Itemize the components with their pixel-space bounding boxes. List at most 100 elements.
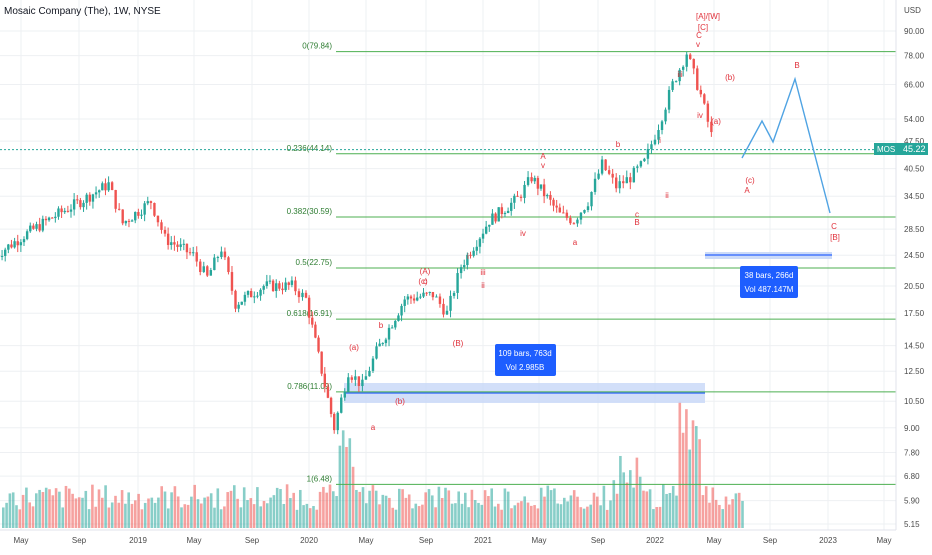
volume-bar (418, 506, 421, 528)
volume-bar (296, 510, 299, 528)
volume-bar (372, 485, 375, 528)
candle-body (668, 90, 670, 110)
candle-body (494, 214, 496, 222)
candle-body (111, 182, 113, 190)
volume-bar (494, 507, 497, 528)
volume-bar (25, 488, 28, 528)
price-tag: MOS 45.22 (874, 143, 928, 155)
time-tick-label: 2023 (819, 536, 837, 545)
wave-label: iv (520, 229, 526, 238)
candle-body (263, 286, 265, 290)
candle-body (79, 200, 81, 207)
candle-body (89, 195, 91, 202)
candle-body (170, 242, 172, 245)
volume-bar (187, 505, 190, 528)
candle-body (213, 258, 215, 270)
candle-body (368, 371, 370, 376)
candle-body (224, 252, 226, 258)
candle-body (604, 160, 606, 171)
candle-body (305, 293, 307, 298)
price-tick-label: 40.50 (904, 165, 925, 174)
volume-bar (487, 496, 490, 528)
candle-body (196, 252, 198, 261)
candle-body (60, 208, 62, 212)
candle-body (611, 174, 613, 178)
candle-body (17, 241, 19, 245)
measure-box-2[interactable]: 38 bars, 266d Vol 487.147M (740, 266, 798, 298)
volume-bar (504, 488, 507, 528)
candle-body (516, 196, 518, 197)
volume-bar (391, 508, 394, 528)
volume-bar (160, 486, 163, 528)
volume-bar (322, 487, 325, 528)
candle-body (378, 344, 380, 347)
wave-label: (c) (745, 176, 755, 185)
candle-body (562, 212, 564, 213)
candle-body (479, 239, 481, 247)
candle-body (358, 376, 360, 386)
candle-body (650, 144, 652, 149)
candle-body (26, 231, 28, 239)
candle-body (693, 59, 695, 68)
candle-body (82, 203, 84, 207)
volume-bar (48, 489, 51, 528)
volume-bar (28, 502, 31, 528)
volume-bar (646, 491, 649, 528)
candle-body (266, 281, 268, 286)
candle-body (85, 195, 87, 203)
volume-bar (576, 497, 579, 528)
candle-body (700, 90, 702, 94)
price-tick-label: 6.80 (904, 472, 920, 481)
volume-bar (243, 487, 246, 528)
candle-body (419, 297, 421, 298)
candle-body (643, 159, 645, 161)
candle-body (460, 267, 462, 273)
wave-label: [B] (830, 233, 840, 242)
candle-body (164, 230, 166, 234)
volume-bar (484, 490, 487, 528)
price-tick-label: 10.50 (904, 397, 925, 406)
candle-body (114, 190, 116, 209)
measure-bars-2: 38 bars, 266d (745, 271, 794, 280)
candle-body (361, 380, 363, 386)
candle-body (160, 222, 162, 230)
candle-body (520, 197, 522, 198)
volume-bar (127, 492, 130, 528)
candle-body (449, 296, 451, 311)
candle-body (391, 327, 393, 328)
candle-body (689, 55, 691, 59)
volume-bar (200, 504, 203, 528)
candle-body (308, 298, 310, 318)
candle-body (629, 177, 631, 182)
volume-bar (184, 504, 187, 528)
measure-box-1[interactable]: 109 bars, 763d Vol 2.985B (495, 344, 556, 376)
candle-body (189, 252, 191, 253)
candle-body (140, 215, 142, 216)
volume-bar (302, 505, 305, 528)
candle-body (413, 298, 415, 300)
volume-bar (151, 498, 154, 528)
wave-label: A (744, 186, 750, 195)
volume-bar (553, 488, 556, 528)
volume-bar (451, 504, 454, 528)
volume-bar (342, 430, 345, 528)
candle-body (397, 315, 399, 320)
candle-body (320, 352, 322, 374)
volume-bar (15, 505, 18, 528)
wave-label: (B) (453, 339, 464, 348)
volume-bar (431, 495, 434, 528)
candle-body (472, 251, 474, 256)
candle-body (510, 203, 512, 211)
measure-vol-1: Vol 2.985B (506, 363, 545, 372)
price-tick-label: 17.50 (904, 309, 925, 318)
volume-bar (454, 503, 457, 528)
candle-body (57, 208, 59, 216)
candle-body (231, 272, 233, 291)
volume-bar (312, 506, 315, 528)
volume-bar (81, 498, 84, 528)
volume-bar (586, 507, 589, 528)
candle-body (543, 184, 545, 196)
candle-body (269, 281, 271, 282)
candle-body (330, 398, 332, 414)
